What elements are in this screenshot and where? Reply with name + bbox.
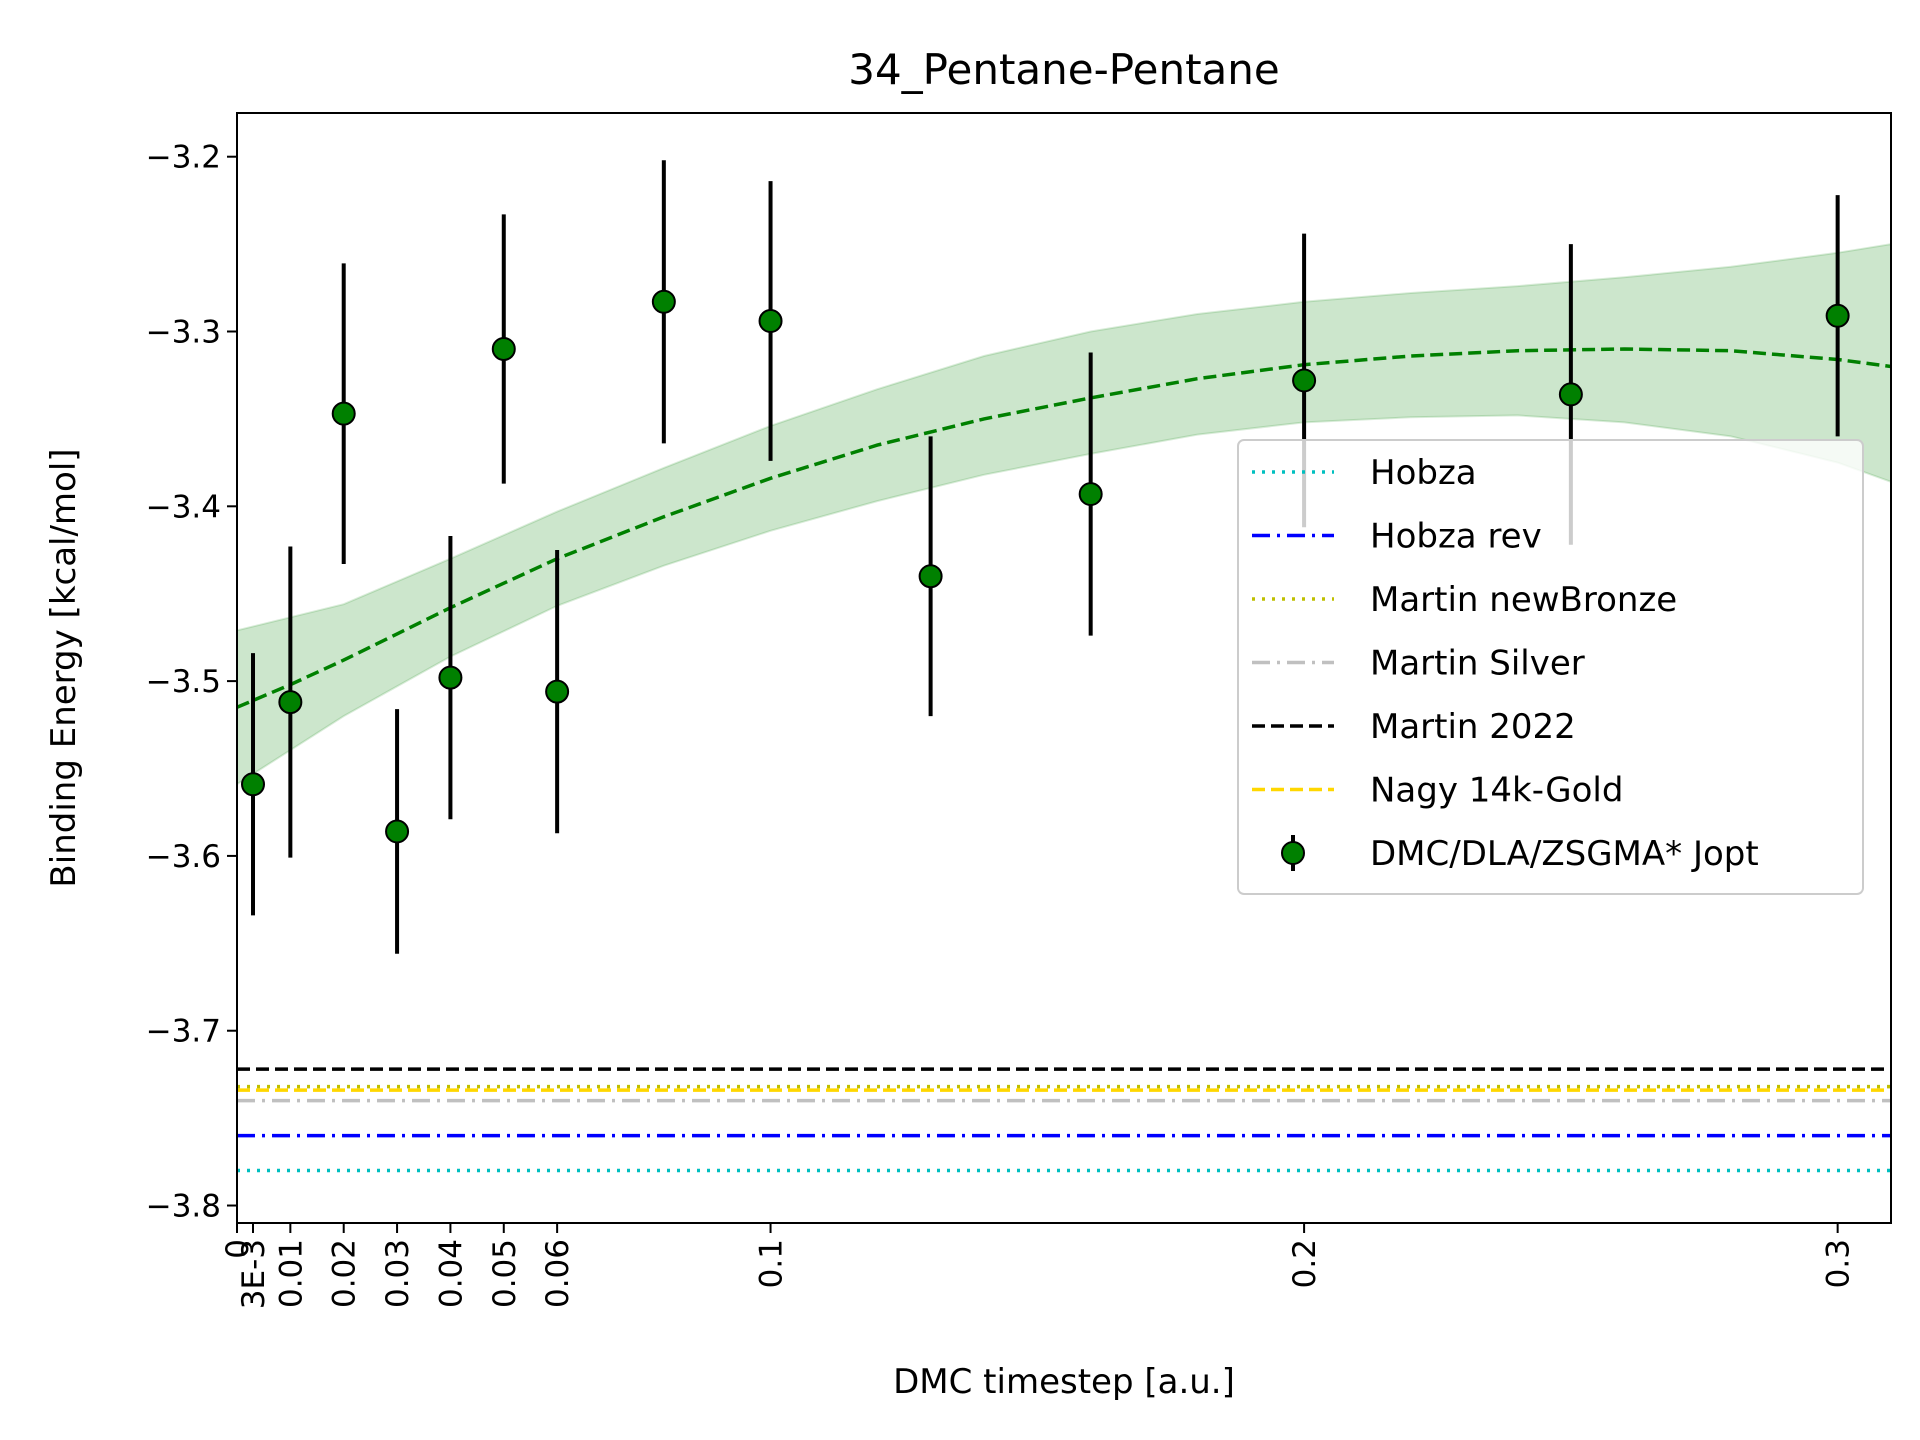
legend-marker-swatch xyxy=(1281,841,1305,865)
marker xyxy=(241,772,266,797)
legend-label: Martin Silver xyxy=(1370,644,1585,684)
marker xyxy=(758,309,783,334)
x-tick-label: 0.01 xyxy=(273,1239,309,1308)
x-tick-label: 0.04 xyxy=(433,1239,469,1308)
data-points xyxy=(241,160,1850,954)
legend-entry: Hobza xyxy=(1252,453,1477,493)
legend-label: Martin 2022 xyxy=(1370,707,1576,747)
x-tick-label: 0.2 xyxy=(1287,1239,1323,1288)
data-point xyxy=(331,263,356,564)
legend-label: Hobza xyxy=(1370,453,1477,493)
marker xyxy=(1558,382,1583,407)
data-point xyxy=(1825,195,1850,437)
marker xyxy=(1078,482,1103,507)
y-tick-label: −3.7 xyxy=(146,1014,221,1050)
legend-label: Martin newBronze xyxy=(1370,580,1677,620)
legend: Hobza Hobza rev Martin newBronze Martin Sil… xyxy=(1237,439,1864,895)
x-tick-label: 0.06 xyxy=(540,1239,576,1308)
y-tick-label: −3.4 xyxy=(146,489,221,525)
marker xyxy=(331,401,356,426)
y-tick-label: −3.2 xyxy=(146,140,221,176)
y-axis-ticks: −3.2 −3.3 −3.4 −3.5 −3.6 −3.7 −3.8 xyxy=(146,140,237,1225)
x-tick-label: 0.02 xyxy=(327,1239,363,1308)
marker xyxy=(278,690,303,715)
marker xyxy=(438,665,463,690)
legend-frame xyxy=(1237,439,1864,895)
y-tick-label: −3.6 xyxy=(146,839,221,875)
data-point xyxy=(241,653,266,916)
marker xyxy=(491,336,516,361)
legend-label: Nagy 14k-Gold xyxy=(1370,771,1623,811)
marker xyxy=(651,289,676,314)
marker xyxy=(1292,368,1317,393)
y-axis-label: Binding Energy [kcal/mol] xyxy=(44,448,84,887)
legend-label: Hobza rev xyxy=(1370,517,1542,557)
y-tick-label: −3.8 xyxy=(146,1189,221,1225)
data-point xyxy=(545,550,570,834)
reference-lines xyxy=(237,1067,1891,1173)
x-tick-label: 0.03 xyxy=(380,1239,416,1308)
data-point xyxy=(438,536,463,820)
fit-confidence-band xyxy=(237,243,1891,786)
y-tick-label: −3.5 xyxy=(146,664,221,700)
fit-curve xyxy=(237,347,1891,709)
chart-title: 34_Pentane-Pentane xyxy=(848,45,1280,94)
legend-entry: Martin Silver xyxy=(1252,644,1585,684)
legend-label: DMC/DLA/ZSGMA* Jopt xyxy=(1370,834,1759,874)
x-axis-label: DMC timestep [a.u.] xyxy=(893,1362,1235,1402)
x-tick-label: 0.1 xyxy=(754,1239,790,1288)
legend-entry: Nagy 14k-Gold xyxy=(1252,771,1623,811)
data-point xyxy=(491,214,516,484)
plot-area xyxy=(237,160,1891,1173)
legend-entry: Martin 2022 xyxy=(1252,707,1576,747)
marker xyxy=(385,819,410,844)
marker xyxy=(545,679,570,704)
x-tick-label: 0 xyxy=(220,1239,256,1259)
data-point xyxy=(758,181,783,461)
data-point xyxy=(918,436,943,717)
x-tick-label: 3E-3 xyxy=(236,1239,272,1309)
y-tick-label: −3.3 xyxy=(146,315,221,351)
data-point xyxy=(1078,352,1103,636)
legend-entry: Martin newBronze xyxy=(1252,580,1677,620)
legend-entry: Hobza rev xyxy=(1252,517,1542,557)
plot-frame xyxy=(236,112,1892,1224)
data-point xyxy=(385,709,410,954)
data-point xyxy=(651,160,676,444)
x-axis-ticks: 03E-3 0.01 0.02 0.03 0.04 0.05 0.06 0.1 0.2 0.3 xyxy=(220,1223,1857,1309)
data-point xyxy=(278,546,303,858)
legend-entry: DMC/DLA/ZSGMA* Jopt xyxy=(1281,834,1759,874)
x-tick-label: 0.05 xyxy=(487,1239,523,1308)
marker xyxy=(918,564,943,589)
x-tick-label: 0.3 xyxy=(1821,1239,1857,1288)
marker xyxy=(1825,303,1850,328)
